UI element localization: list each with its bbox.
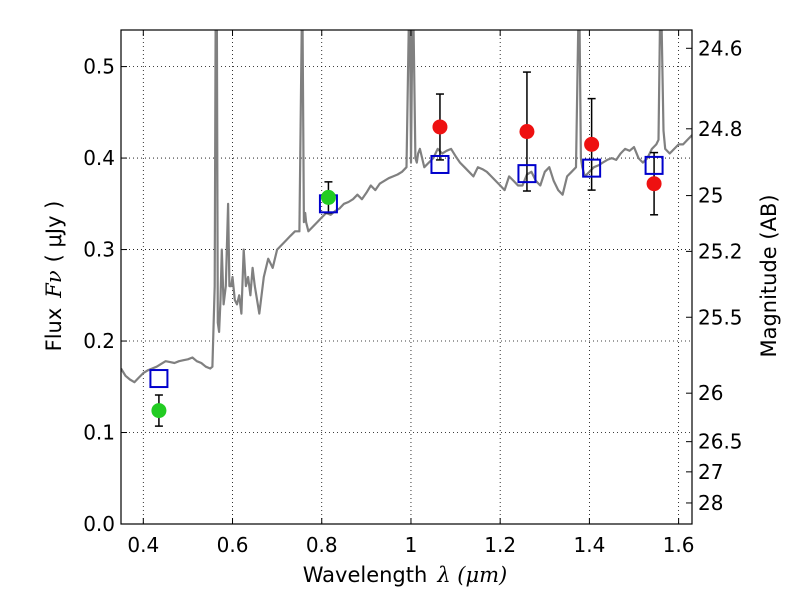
plot-frame bbox=[120, 29, 693, 525]
y-axis-label: Flux Fν ( μJy ) bbox=[42, 201, 66, 352]
x-tick-label: 0.8 bbox=[306, 533, 338, 557]
y-axis-label-text: Flux bbox=[42, 308, 66, 352]
observed-nir-point bbox=[519, 124, 535, 140]
right-tick-label: 25.2 bbox=[698, 239, 743, 263]
x-tick-label: 1.4 bbox=[573, 533, 605, 557]
model-point-square bbox=[517, 164, 537, 184]
y-axis-label-unit: ( μJy ) bbox=[42, 201, 66, 263]
marker-layer bbox=[149, 119, 664, 419]
y-axis-label-math: Fν bbox=[42, 270, 66, 299]
x-tick-label: 1.6 bbox=[663, 533, 695, 557]
observed-nir-point bbox=[646, 176, 662, 192]
x-tick-label: 0.6 bbox=[217, 533, 249, 557]
y-tick-label: 0.4 bbox=[83, 146, 115, 170]
y-tick-label: 0.5 bbox=[83, 55, 115, 79]
right-tick-label: 28 bbox=[698, 491, 723, 515]
observed-nir-point bbox=[432, 119, 448, 135]
x-axis-label-math: λ (μm) bbox=[436, 563, 507, 587]
model-point-square bbox=[644, 155, 664, 175]
right-tick-label: 26.5 bbox=[698, 430, 743, 454]
y-tick-label: 0.1 bbox=[83, 421, 115, 445]
right-tick-label: 25 bbox=[698, 184, 723, 208]
model-point-square bbox=[582, 158, 602, 178]
right-tick-label: 25.5 bbox=[698, 305, 743, 329]
observed-nir-point bbox=[584, 136, 600, 152]
y-tick-label: 0.2 bbox=[83, 329, 115, 353]
template-spectrum-line bbox=[121, 30, 692, 384]
x-axis-label: Wavelength λ (μm) bbox=[303, 563, 508, 587]
y-tick-label: 0.0 bbox=[83, 512, 115, 536]
observed-optical-point bbox=[151, 403, 167, 419]
right-axis-label: Magnitude (AB) bbox=[757, 194, 781, 357]
x-axis-label-text: Wavelength bbox=[303, 563, 428, 587]
x-tick-label: 0.4 bbox=[127, 533, 159, 557]
right-tick-label: 24.8 bbox=[698, 117, 743, 141]
right-tick-label: 24.6 bbox=[698, 36, 743, 60]
model-point-square bbox=[430, 154, 450, 174]
x-tick-label: 1.2 bbox=[484, 533, 516, 557]
right-tick-label: 26 bbox=[698, 381, 723, 405]
x-tick-label: 1 bbox=[405, 533, 418, 557]
tick-layer: 0.4 0.6 0.8 1 1.2 1.4 1.6 0.0 0.1 0.2 0.3 0.4 0.5 24.… bbox=[83, 30, 743, 557]
y-tick-label: 0.3 bbox=[83, 238, 115, 262]
observed-optical-point bbox=[320, 189, 336, 205]
right-tick-label: 27 bbox=[698, 460, 723, 484]
template-spectrum-layer bbox=[121, 30, 692, 384]
model-point-square bbox=[149, 369, 169, 389]
